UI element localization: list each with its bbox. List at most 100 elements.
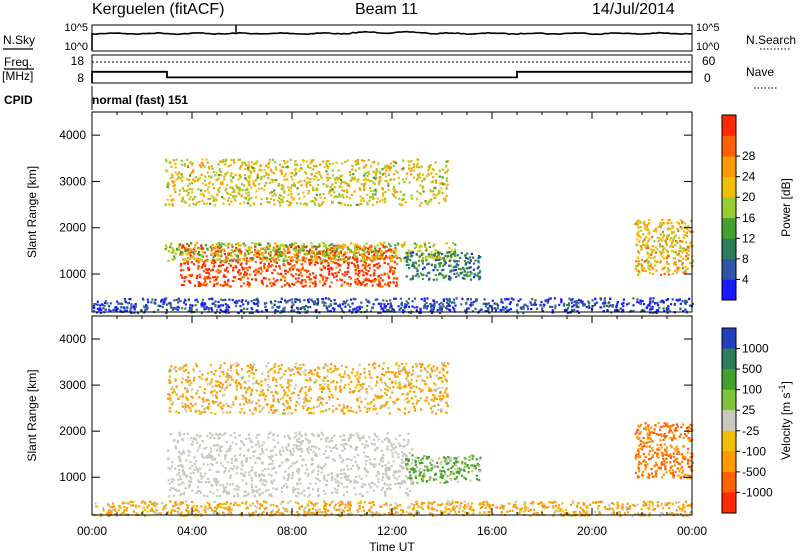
velocity-pixel [343, 442, 346, 445]
velocity-pixel [380, 404, 383, 408]
power-pixel [645, 225, 648, 228]
power-pixel [215, 199, 218, 202]
velocity-pixel [256, 489, 259, 492]
power-pixel [235, 185, 238, 188]
power-pixel [354, 258, 357, 261]
power-pixel [344, 245, 347, 248]
velocity-pixel [226, 378, 229, 381]
power-pixel [247, 167, 250, 170]
velocity-pixel [426, 371, 429, 374]
power-pixel [223, 252, 226, 256]
velocity-pixel [227, 491, 230, 494]
velocity-pixel [336, 488, 339, 491]
power-pixel [352, 253, 356, 256]
power-pixel [246, 302, 249, 305]
power-pixel [311, 300, 314, 303]
power-pixel [299, 271, 302, 274]
power-pixel [276, 245, 279, 248]
power-pixel [190, 242, 193, 245]
power-pixel [207, 198, 210, 201]
power-pixel [362, 253, 366, 256]
velocity-pixel [381, 456, 384, 459]
power-pixel [186, 249, 189, 252]
power-pixel [351, 168, 354, 171]
velocity-pixel [272, 394, 275, 397]
velocity-pixel [185, 459, 188, 462]
velocity-pixel [386, 445, 389, 448]
power-pixel [205, 306, 208, 309]
power-pixel [350, 242, 353, 245]
velocity-pixel [392, 460, 395, 463]
velocity-pixel [206, 455, 209, 458]
power-pixel [662, 234, 665, 237]
power-pixel [390, 304, 393, 307]
power-pixel [398, 308, 401, 311]
power-pixel [440, 253, 444, 256]
power-pixel [363, 174, 366, 177]
power-pixel [355, 203, 358, 206]
velocity-pixel [187, 376, 190, 379]
power-pixel [337, 263, 340, 266]
power-pixel [223, 242, 226, 245]
velocity-pixel [343, 472, 346, 475]
power-pixel [358, 307, 361, 311]
power-pixel [356, 159, 359, 162]
power-pixel [243, 259, 247, 262]
power-pixel [307, 192, 310, 195]
power-pixel [226, 257, 230, 260]
power-pixel [294, 247, 297, 250]
power-pixel [326, 160, 329, 163]
power-pixel [301, 263, 304, 266]
power-pixel [307, 301, 310, 304]
velocity-pixel [269, 462, 272, 465]
power-pixel [279, 201, 282, 204]
power-pixel [166, 183, 169, 186]
power-pixel [328, 245, 331, 248]
power-pixel [175, 158, 178, 161]
power-pixel [363, 172, 366, 175]
power-pixel [96, 300, 99, 303]
power-pixel [219, 284, 222, 287]
power-pixel [261, 257, 264, 260]
velocity-pixel [365, 440, 368, 443]
power-pixel [340, 307, 343, 310]
power-pixel [367, 251, 370, 254]
power-pixel [364, 272, 368, 275]
velocity-pixel [346, 468, 350, 471]
power-pixel [192, 169, 195, 172]
velocity-pixel [407, 432, 410, 435]
velocity-pixel [340, 482, 343, 485]
power-pixel [680, 227, 683, 230]
power-pixel [237, 270, 240, 273]
power-pixel [362, 270, 365, 274]
power-pixel [332, 261, 335, 264]
power-pixel [682, 247, 685, 250]
velocity-pixel [179, 475, 182, 478]
velocity-pixel [245, 482, 248, 485]
power-pixel [358, 271, 361, 274]
power-pixel [235, 184, 238, 187]
power-pixel [396, 277, 399, 280]
velocity-pixel [308, 386, 312, 389]
power-pixel [246, 269, 249, 272]
power-pixel [189, 172, 192, 175]
power-pixel [328, 273, 331, 276]
power-pixel [304, 246, 307, 249]
velocity-pixel [167, 466, 170, 469]
power-pixel [249, 273, 252, 276]
velocity-pixel [199, 491, 202, 494]
power-pixel [241, 194, 244, 197]
power-pixel [313, 175, 316, 178]
power-pixel [637, 263, 640, 266]
power-pixel [178, 189, 181, 192]
power-pixel [381, 173, 384, 176]
power-pixel [346, 159, 349, 162]
power-pixel [395, 255, 398, 258]
power-pixel [276, 247, 279, 250]
power-pixel [283, 299, 287, 302]
power-pixel [641, 266, 644, 270]
power-pixel [389, 162, 392, 165]
power-pixel [184, 303, 187, 306]
power-pixel [344, 160, 347, 163]
